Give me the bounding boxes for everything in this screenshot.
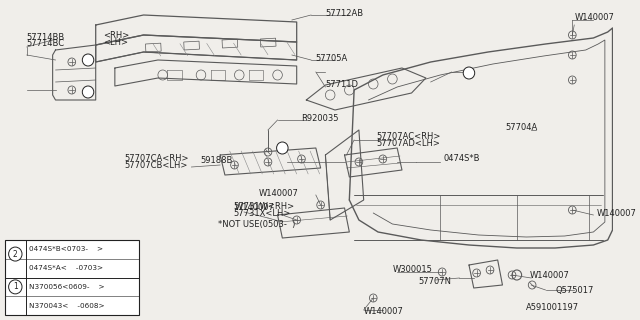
- Text: 0474S*A<    -0703>: 0474S*A< -0703>: [29, 265, 103, 271]
- Text: 59188B: 59188B: [200, 156, 232, 164]
- Text: W300015: W300015: [392, 266, 432, 275]
- Text: 1: 1: [13, 282, 18, 292]
- Text: W140007: W140007: [529, 271, 569, 281]
- Text: 0474S*B: 0474S*B: [443, 154, 479, 163]
- Bar: [184, 41, 200, 50]
- Text: 57707N: 57707N: [418, 276, 451, 285]
- Text: 57711D: 57711D: [325, 79, 358, 89]
- Text: 57707CA<RH>: 57707CA<RH>: [124, 154, 189, 163]
- Circle shape: [8, 247, 22, 261]
- Circle shape: [344, 85, 354, 95]
- Text: 0474S*B<0703-    >: 0474S*B<0703- >: [29, 246, 103, 252]
- Text: 57731X<LH>: 57731X<LH>: [234, 209, 291, 218]
- Circle shape: [83, 86, 94, 98]
- Text: 57704A: 57704A: [506, 123, 538, 132]
- Circle shape: [83, 54, 94, 66]
- Bar: [4, 240, 139, 315]
- Circle shape: [273, 70, 282, 80]
- Circle shape: [369, 79, 378, 89]
- Text: R920035: R920035: [301, 114, 339, 123]
- Text: W140007: W140007: [597, 209, 637, 218]
- Text: 57707CB<LH>: 57707CB<LH>: [124, 161, 188, 170]
- Circle shape: [8, 280, 22, 294]
- Text: W140007: W140007: [575, 12, 615, 21]
- Text: 57707AD<LH>: 57707AD<LH>: [376, 139, 440, 148]
- Text: <LH>: <LH>: [104, 37, 129, 46]
- Text: W140007: W140007: [364, 307, 404, 316]
- Circle shape: [276, 142, 288, 154]
- Text: *NOT USE(0503-  ): *NOT USE(0503- ): [218, 220, 296, 228]
- Text: A591001197: A591001197: [526, 303, 579, 313]
- Text: N370056<0609-    >: N370056<0609- >: [29, 284, 104, 290]
- Text: W140007: W140007: [259, 188, 298, 197]
- Text: Q575017: Q575017: [555, 286, 593, 295]
- Text: 2: 2: [13, 250, 18, 259]
- Text: 57731W<RH>: 57731W<RH>: [234, 202, 294, 211]
- Text: <RH>: <RH>: [104, 30, 130, 39]
- Circle shape: [196, 70, 206, 80]
- Bar: [222, 39, 237, 48]
- Text: 57714BC: 57714BC: [27, 38, 65, 47]
- Text: 57714BB: 57714BB: [27, 33, 65, 42]
- Text: 57705A: 57705A: [316, 53, 348, 62]
- Text: N370043<    -0608>: N370043< -0608>: [29, 303, 104, 308]
- Bar: [145, 43, 161, 52]
- Text: 57707AC<RH>: 57707AC<RH>: [376, 132, 440, 140]
- Circle shape: [234, 70, 244, 80]
- Text: 57712AB: 57712AB: [325, 9, 364, 18]
- Circle shape: [388, 74, 397, 84]
- Text: W140007: W140007: [234, 203, 275, 212]
- Circle shape: [463, 67, 475, 79]
- Circle shape: [158, 70, 168, 80]
- Circle shape: [325, 90, 335, 100]
- Bar: [260, 38, 276, 47]
